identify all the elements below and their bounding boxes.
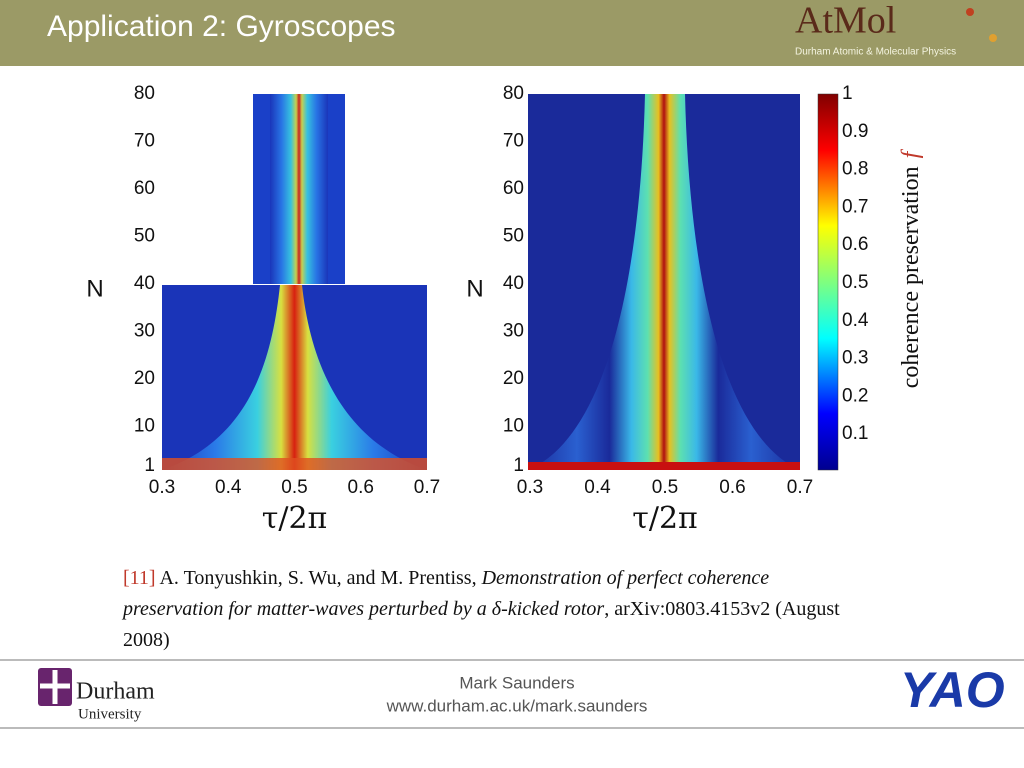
colorbar-label: coherence preservation f <box>898 148 924 388</box>
heatmap-fan <box>162 285 427 470</box>
slide-title: Application 2: Gyroscopes <box>47 10 396 43</box>
heatmap-upper-core <box>270 94 328 284</box>
y-tick-label: 30 <box>134 321 155 342</box>
y-tick-label: 20 <box>503 368 524 389</box>
logo-dot <box>966 8 974 16</box>
durham-cross <box>40 670 70 704</box>
y-axis-label: N <box>466 275 483 302</box>
heatmap-base <box>528 462 800 470</box>
ref-authors: A. Tonyushkin, S. Wu, and M. Prentiss, <box>159 567 477 589</box>
header-band <box>0 0 1024 66</box>
colorbar-tick-label: 0.6 <box>842 234 868 255</box>
y-tick-label: 10 <box>134 416 155 437</box>
ref-source: , arXiv:0803.4153v2 (August 2008) <box>123 598 840 651</box>
colorbar-tick-label: 0.5 <box>842 272 868 293</box>
y-tick-label: 60 <box>134 178 155 199</box>
heatmap-base <box>162 458 427 470</box>
x-tick-label: 0.3 <box>517 477 543 498</box>
x-axis-label: τ/2π <box>632 501 698 536</box>
colorbar-symbol: f <box>898 148 924 158</box>
x-tick-label: 0.5 <box>652 477 678 498</box>
colorbar-tick-label: 0.3 <box>842 348 868 369</box>
ref-title: Demonstration of perfect coherence prese… <box>123 567 770 620</box>
author: Mark Saunders <box>459 673 574 692</box>
x-tick-label: 0.3 <box>149 477 175 498</box>
atmol-logo: AtMol <box>795 0 896 42</box>
y-tick-label: 60 <box>503 178 524 199</box>
x-tick-label: 0.4 <box>584 477 611 498</box>
x-tick-label: 0.6 <box>719 477 745 498</box>
colorbar-tick-label: 0.7 <box>842 196 868 217</box>
y-tick-label: 80 <box>503 83 524 104</box>
x-tick-label: 0.5 <box>281 477 307 498</box>
durham-sub: University <box>78 706 142 722</box>
y-tick-label: 70 <box>134 131 155 152</box>
colorbar <box>817 93 839 471</box>
y-tick-label: 50 <box>503 226 524 247</box>
colorbar-tick-label: 0.9 <box>842 121 868 142</box>
colorbar-tick-label: 0.8 <box>842 159 868 180</box>
y-tick-label: 50 <box>134 226 155 247</box>
colorbar-label-text: coherence preservation <box>898 166 924 388</box>
colorbar-tick-label: 0.1 <box>842 423 868 444</box>
x-tick-label: 0.6 <box>348 477 374 498</box>
logo-dot <box>989 34 997 42</box>
reference: [11] A. Tonyushkin, S. Wu, and M. Prenti… <box>123 563 853 656</box>
x-tick-label: 0.7 <box>414 477 440 498</box>
heatmap-fan <box>528 94 800 470</box>
y-tick-label: 70 <box>503 131 524 152</box>
ref-number: [11] <box>123 567 156 589</box>
atmol-subtitle: Durham Atomic & Molecular Physics <box>795 47 956 58</box>
y-axis-label: N <box>86 275 103 302</box>
x-tick-label: 0.4 <box>215 477 242 498</box>
x-axis-label: τ/2π <box>262 501 328 536</box>
durham-name: Durham <box>76 679 155 705</box>
colorbar-tick-label: 1 <box>842 83 853 104</box>
colorbar-tick-label: 0.4 <box>842 310 869 331</box>
y-tick-label: 10 <box>503 416 524 437</box>
y-tick-label: 80 <box>134 83 155 104</box>
y-tick-label: 40 <box>503 273 524 294</box>
y-tick-label: 40 <box>134 273 155 294</box>
colorbar-tick-label: 0.2 <box>842 385 868 406</box>
yao-logo: YAO <box>900 662 1005 718</box>
author-url: www.durham.ac.uk/mark.saunders <box>386 696 648 715</box>
y-tick-label: 20 <box>134 368 155 389</box>
y-tick-label: 1 <box>513 455 524 476</box>
y-tick-label: 30 <box>503 321 524 342</box>
x-tick-label: 0.7 <box>787 477 813 498</box>
y-tick-label: 1 <box>144 455 155 476</box>
